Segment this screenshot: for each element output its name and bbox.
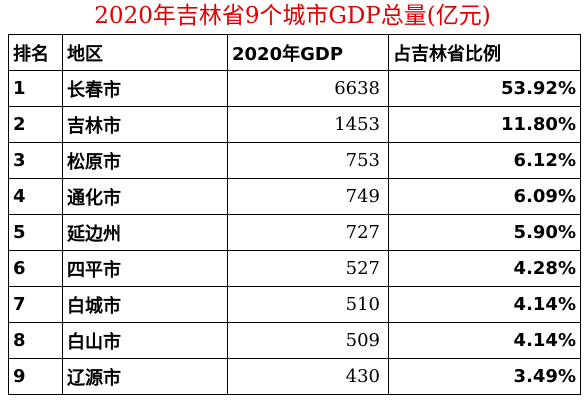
gdp-cell: 510 <box>227 286 389 323</box>
share-cell: 6.09% <box>388 178 581 215</box>
table-row: 2 吉林市 1453 11.80% <box>8 106 581 143</box>
gdp-cell: 430 <box>227 358 389 395</box>
region-cell: 四平市 <box>62 250 228 287</box>
table-row: 6 四平市 527 4.28% <box>8 250 581 287</box>
region-cell: 长春市 <box>62 70 228 107</box>
table-row: 4 通化市 749 6.09% <box>8 178 581 215</box>
page-title: 2020年吉林省9个城市GDP总量(亿元) <box>94 3 491 29</box>
rank-cell: 5 <box>8 214 63 251</box>
gdp-cell: 509 <box>227 322 389 359</box>
share-cell: 4.28% <box>388 250 581 287</box>
gdp-cell: 6638 <box>227 70 389 107</box>
table-row: 1 长春市 6638 53.92% <box>8 70 581 107</box>
table-body: 1 长春市 6638 53.92% 2 吉林市 1453 11.80% 3 松原市 753 6.12%… <box>8 70 581 395</box>
gdp-table: 排名 地区 2020年GDP 占吉林省比例 1 长春市 6638 53.92% 2 吉林市… <box>8 34 581 395</box>
rank-cell: 6 <box>8 250 63 287</box>
share-cell: 53.92% <box>388 70 581 107</box>
region-cell: 延边州 <box>62 214 228 251</box>
share-cell: 5.90% <box>388 214 581 251</box>
header-row: 排名 地区 2020年GDP 占吉林省比例 <box>8 34 581 71</box>
header-gdp: 2020年GDP <box>227 34 389 71</box>
region-cell: 吉林市 <box>62 106 228 143</box>
table-row: 3 松原市 753 6.12% <box>8 142 581 179</box>
gdp-cell: 749 <box>227 178 389 215</box>
rank-cell: 9 <box>8 358 63 395</box>
gdp-cell: 753 <box>227 142 389 179</box>
rank-cell: 8 <box>8 322 63 359</box>
share-cell: 4.14% <box>388 322 581 359</box>
share-cell: 6.12% <box>388 142 581 179</box>
rank-cell: 2 <box>8 106 63 143</box>
header-share: 占吉林省比例 <box>388 34 581 71</box>
share-cell: 11.80% <box>388 106 581 143</box>
table-row: 5 延边州 727 5.90% <box>8 214 581 251</box>
region-cell: 白山市 <box>62 322 228 359</box>
region-cell: 松原市 <box>62 142 228 179</box>
gdp-cell: 1453 <box>227 106 389 143</box>
header-region: 地区 <box>62 34 228 71</box>
share-cell: 3.49% <box>388 358 581 395</box>
rank-cell: 4 <box>8 178 63 215</box>
header-rank: 排名 <box>8 34 63 71</box>
region-cell: 辽源市 <box>62 358 228 395</box>
gdp-cell: 727 <box>227 214 389 251</box>
rank-cell: 3 <box>8 142 63 179</box>
share-cell: 4.14% <box>388 286 581 323</box>
table-row: 7 白城市 510 4.14% <box>8 286 581 323</box>
rank-cell: 7 <box>8 286 63 323</box>
region-cell: 白城市 <box>62 286 228 323</box>
table-row: 8 白山市 509 4.14% <box>8 322 581 359</box>
rank-cell: 1 <box>8 70 63 107</box>
table-row: 9 辽源市 430 3.49% <box>8 358 581 395</box>
region-cell: 通化市 <box>62 178 228 215</box>
gdp-cell: 527 <box>227 250 389 287</box>
